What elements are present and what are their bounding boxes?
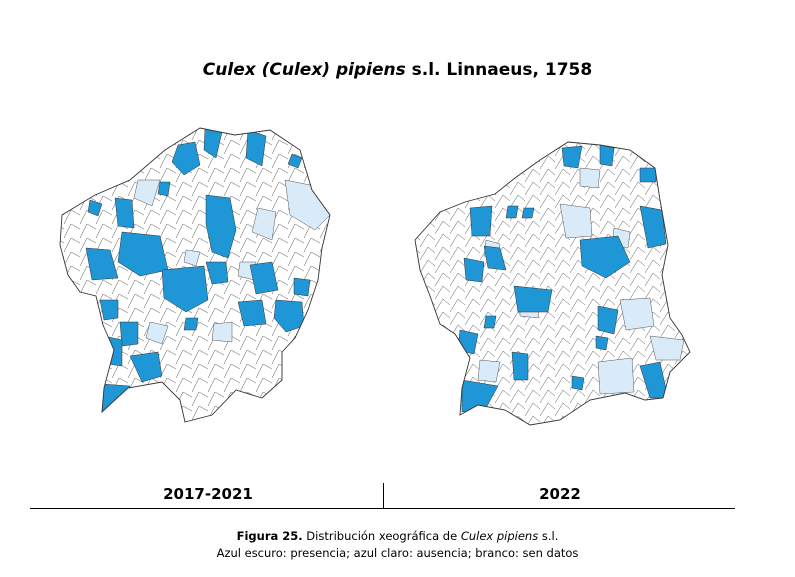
title-authority: s.l. Linnaeus, 1758 [405,60,593,80]
caption-species: Culex pipiens [460,529,539,543]
map-2017-2021-outline [59,127,331,423]
caption-line-1: Figura 25. Distribución xeográfica de Cu… [0,528,795,545]
figure-title: Culex (Culex) pipiens s.l. Linnaeus, 175… [0,60,795,80]
species-name: Culex (Culex) pipiens [202,60,406,80]
period-label-right: 2022 [539,485,581,503]
caption-text-after: s.l. [538,529,559,543]
period-divider [383,483,384,508]
map-2017-2021 [60,128,330,422]
caption-line-2: Azul escuro: presencia; azul claro: ause… [216,546,579,560]
caption-text-before: Distribución xeográfica de [302,529,461,543]
map-2022 [415,142,690,425]
figure-caption: Figura 25. Distribución xeográfica de Cu… [0,528,795,562]
map-2022-outline [414,141,691,426]
period-label-left: 2017-2021 [163,485,253,503]
table-rule [30,508,735,509]
caption-label: Figura 25. [236,529,303,543]
